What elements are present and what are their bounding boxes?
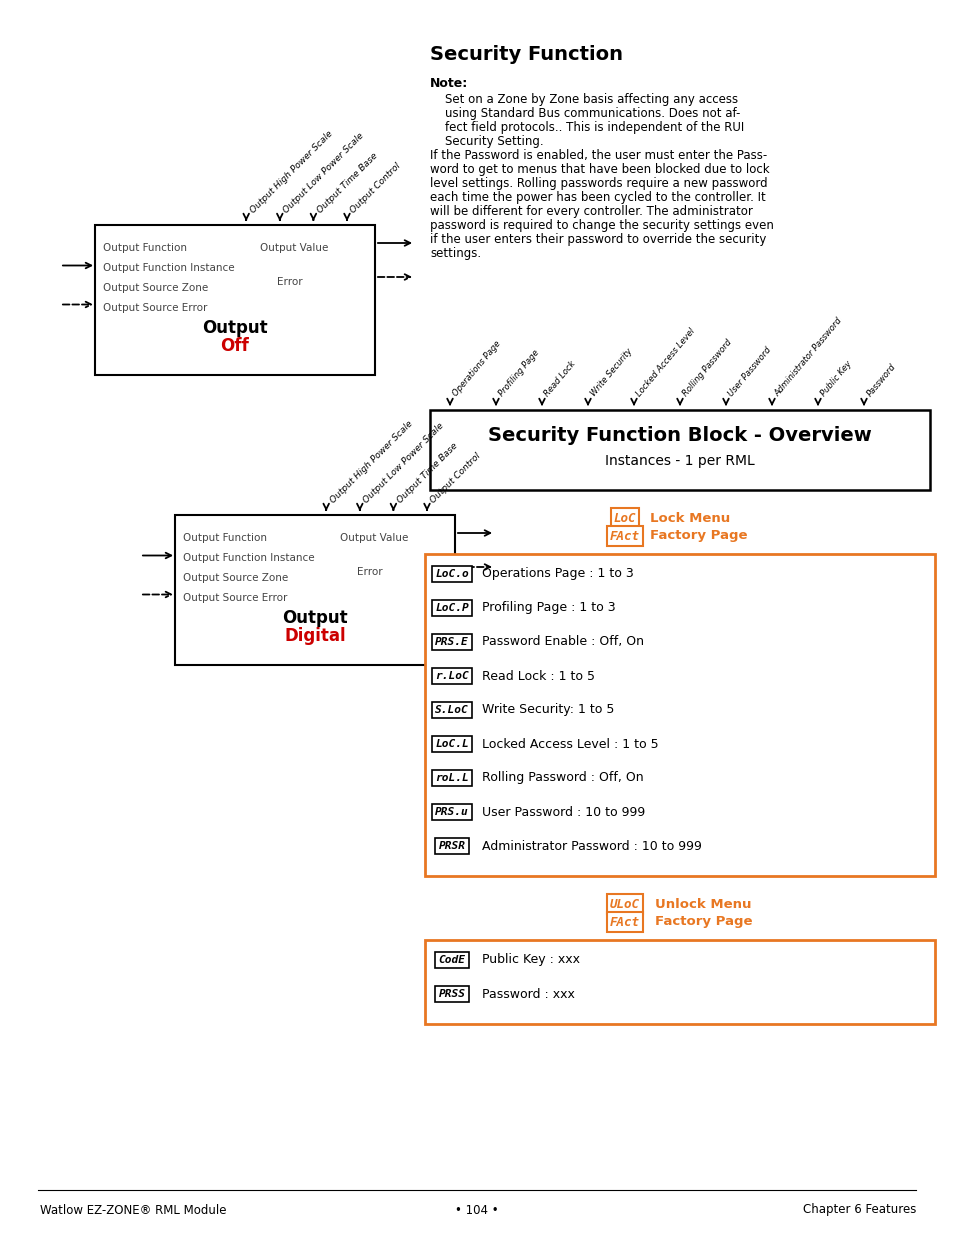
Text: Output Function Instance: Output Function Instance xyxy=(183,553,314,563)
Text: PRSR: PRSR xyxy=(438,841,465,851)
Text: Output Value: Output Value xyxy=(340,534,408,543)
Text: ULoC: ULoC xyxy=(609,898,639,910)
Text: Factory Page: Factory Page xyxy=(655,915,752,929)
Text: Read Lock : 1 to 5: Read Lock : 1 to 5 xyxy=(481,669,595,683)
Text: Password Enable : Off, On: Password Enable : Off, On xyxy=(481,636,643,648)
Text: password is required to change the security settings even: password is required to change the secur… xyxy=(430,219,773,232)
Bar xyxy=(424,555,934,876)
Text: Output: Output xyxy=(202,319,268,337)
Text: fect field protocols.. This is independent of the RUI: fect field protocols.. This is independe… xyxy=(430,121,743,135)
Text: Output Function: Output Function xyxy=(103,243,187,253)
Text: Administrator Password: Administrator Password xyxy=(772,316,843,398)
Text: Public Key: Public Key xyxy=(818,359,853,398)
Bar xyxy=(424,940,934,1024)
Text: Security Function Block - Overview: Security Function Block - Overview xyxy=(488,426,871,445)
Text: Output Control: Output Control xyxy=(429,451,482,505)
Text: Write Security: Write Security xyxy=(588,347,634,398)
Text: each time the power has been cycled to the controller. It: each time the power has been cycled to t… xyxy=(430,191,765,204)
Text: will be different for every controller. The administrator: will be different for every controller. … xyxy=(430,205,752,219)
Text: Locked Access Level : 1 to 5: Locked Access Level : 1 to 5 xyxy=(481,737,658,751)
Text: Rolling Password: Rolling Password xyxy=(680,337,733,398)
Text: PRS.u: PRS.u xyxy=(435,806,468,818)
Text: Security Setting.: Security Setting. xyxy=(430,135,543,148)
Text: Factory Page: Factory Page xyxy=(649,530,747,542)
Text: Off: Off xyxy=(220,337,249,354)
Text: Instances - 1 per RML: Instances - 1 per RML xyxy=(604,454,754,468)
Text: if the user enters their password to override the security: if the user enters their password to ove… xyxy=(430,233,765,246)
Text: Output Low Power Scale: Output Low Power Scale xyxy=(361,421,445,505)
Text: LoC: LoC xyxy=(613,511,636,525)
Bar xyxy=(430,410,929,490)
Text: level settings. Rolling passwords require a new password: level settings. Rolling passwords requir… xyxy=(430,177,767,190)
Text: Operations Page: Operations Page xyxy=(451,340,502,398)
Text: Rolling Password : Off, On: Rolling Password : Off, On xyxy=(481,772,643,784)
Text: Administrator Password : 10 to 999: Administrator Password : 10 to 999 xyxy=(481,840,701,852)
Text: Output Function: Output Function xyxy=(183,534,267,543)
Text: PRS.E: PRS.E xyxy=(435,637,468,647)
Bar xyxy=(174,515,455,664)
Text: Error: Error xyxy=(356,567,382,577)
Text: PRSS: PRSS xyxy=(438,989,465,999)
Text: Security Function: Security Function xyxy=(430,44,622,64)
Text: roL.L: roL.L xyxy=(435,773,468,783)
Text: If the Password is enabled, the user must enter the Pass-: If the Password is enabled, the user mus… xyxy=(430,149,766,162)
Text: Note:: Note: xyxy=(430,77,468,90)
Text: Lock Menu: Lock Menu xyxy=(649,511,729,525)
Text: Output Time Base: Output Time Base xyxy=(315,151,379,215)
Text: Output Source Zone: Output Source Zone xyxy=(103,283,208,293)
Text: Write Security: 1 to 5: Write Security: 1 to 5 xyxy=(481,704,614,716)
Text: Error: Error xyxy=(276,277,302,287)
Text: Output Time Base: Output Time Base xyxy=(395,441,458,505)
Bar xyxy=(95,225,375,375)
Text: • 104 •: • 104 • xyxy=(455,1203,498,1216)
Text: FAct: FAct xyxy=(609,915,639,929)
Text: using Standard Bus communications. Does not af-: using Standard Bus communications. Does … xyxy=(430,107,740,120)
Text: User Password: User Password xyxy=(726,345,773,398)
Text: Output Source Error: Output Source Error xyxy=(103,303,207,312)
Text: Set on a Zone by Zone basis affecting any access: Set on a Zone by Zone basis affecting an… xyxy=(430,93,738,106)
Text: Profiling Page: Profiling Page xyxy=(497,348,540,398)
Text: Output: Output xyxy=(282,609,348,627)
Text: Read Lock: Read Lock xyxy=(542,359,578,398)
Text: Output High Power Scale: Output High Power Scale xyxy=(328,419,414,505)
Text: User Password : 10 to 999: User Password : 10 to 999 xyxy=(481,805,644,819)
Text: r.LoC: r.LoC xyxy=(435,671,468,680)
Text: Public Key : xxx: Public Key : xxx xyxy=(481,953,579,967)
Text: Digital: Digital xyxy=(284,627,345,645)
Text: LoC.L: LoC.L xyxy=(435,739,468,748)
Text: Output Value: Output Value xyxy=(260,243,328,253)
Text: Operations Page : 1 to 3: Operations Page : 1 to 3 xyxy=(481,568,633,580)
Text: FAct: FAct xyxy=(609,530,639,542)
Text: Password : xxx: Password : xxx xyxy=(481,988,575,1000)
Text: Output Source Zone: Output Source Zone xyxy=(183,573,288,583)
Text: Output High Power Scale: Output High Power Scale xyxy=(248,130,334,215)
Text: word to get to menus that have been blocked due to lock: word to get to menus that have been bloc… xyxy=(430,163,769,177)
Text: LoC.o: LoC.o xyxy=(435,569,468,579)
Text: Output Function Instance: Output Function Instance xyxy=(103,263,234,273)
Text: Chapter 6 Features: Chapter 6 Features xyxy=(801,1203,915,1216)
Text: Output Low Power Scale: Output Low Power Scale xyxy=(281,131,365,215)
Text: LoC.P: LoC.P xyxy=(435,603,468,613)
Text: settings.: settings. xyxy=(430,247,480,261)
Text: Password: Password xyxy=(864,362,897,398)
Text: Watlow EZ-ZONE® RML Module: Watlow EZ-ZONE® RML Module xyxy=(40,1203,226,1216)
Text: CodE: CodE xyxy=(438,955,465,965)
Text: S.LoC: S.LoC xyxy=(435,705,468,715)
Text: Unlock Menu: Unlock Menu xyxy=(655,898,751,910)
Text: Profiling Page : 1 to 3: Profiling Page : 1 to 3 xyxy=(481,601,615,615)
Text: Output Source Error: Output Source Error xyxy=(183,593,287,603)
Text: Output Control: Output Control xyxy=(349,162,402,215)
Text: Locked Access Level: Locked Access Level xyxy=(635,326,697,398)
